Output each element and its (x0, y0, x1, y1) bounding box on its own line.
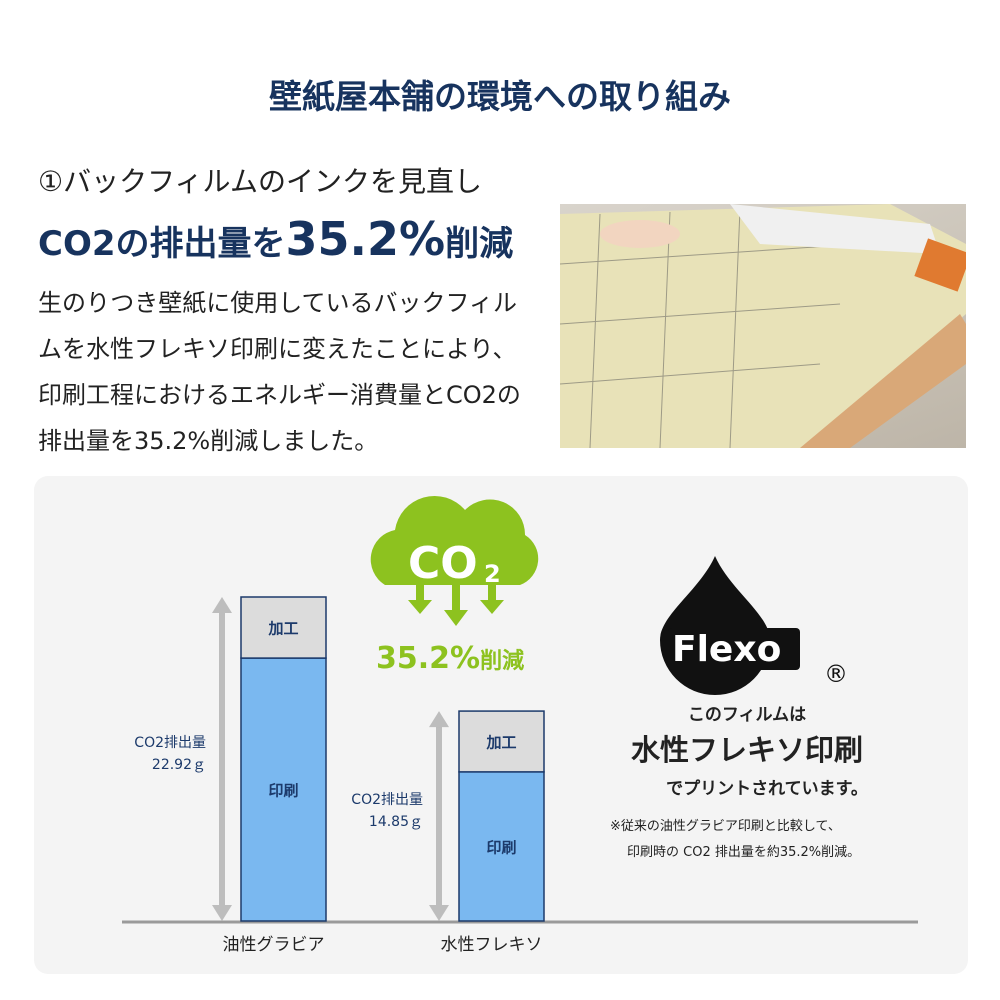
cloud-text: CO (408, 538, 478, 589)
cloud-subscript: 2 (484, 560, 501, 588)
reduction-number: 35.2% (376, 641, 480, 676)
arrow-head-down (212, 905, 232, 921)
bar-segment (458, 710, 545, 773)
total-label: CO2排出量 (351, 792, 423, 808)
reduction-value: 35.2%削減 (376, 641, 524, 676)
total-label: CO2排出量 (134, 735, 206, 751)
total-value: 22.92ｇ (152, 757, 206, 773)
total-value: 14.85ｇ (369, 814, 423, 830)
photo-illustration (560, 204, 966, 448)
section-subtitle: ①バックフィルムのインクを見直し (38, 165, 482, 198)
arrow-head-up (212, 597, 232, 613)
category-label: 油性グラビア (223, 935, 325, 955)
headline-value: 35.2% (285, 212, 446, 266)
segment-label: 印刷 (486, 838, 516, 856)
flexo-drop-logo: Flexo ® (660, 556, 848, 695)
flexo-note2: 印刷時の CO2 排出量を約35.2%削減。 (627, 844, 860, 860)
headline-prefix: CO2の排出量を (38, 224, 286, 264)
flexo-line1: このフィルムは (688, 705, 806, 725)
flexo-line3: でプリントされています。 (666, 778, 868, 799)
page-title: 壁紙屋本舗の環境への取り組み (269, 77, 731, 116)
bar-segment (240, 596, 327, 659)
segment-label: 加工 (485, 733, 516, 751)
product-photo (560, 204, 966, 448)
section-body: 生のりつき壁紙に使用しているバックフィルムを水性フレキソ印刷に変えたことにより、… (38, 289, 521, 455)
arrow-head-down (429, 905, 449, 921)
reduction-suffix: 削減 (480, 649, 524, 674)
co2-cloud-icon: CO 2 (370, 495, 539, 626)
section-headline: CO2の排出量を35.2%削減 (38, 212, 513, 266)
bars: 印刷 加工 CO2排出量 22.92ｇ 油性グラビア 印刷 加工 CO2排出量 14.85ｇ 水性… (134, 596, 545, 955)
bar-segment (240, 657, 327, 922)
registered-mark: ® (824, 660, 848, 688)
segment-label: 加工 (267, 620, 298, 638)
arrow-head-up (429, 711, 449, 728)
headline-suffix: 削減 (445, 224, 514, 264)
flexo-logo-text: Flexo (672, 629, 781, 670)
category-label: 水性フレキソ (441, 935, 543, 955)
segment-label: 印刷 (268, 782, 298, 800)
flexo-note1: ※従来の油性グラビア印刷と比較して、 (610, 819, 841, 834)
flexo-line2: 水性フレキソ印刷 (631, 733, 863, 767)
